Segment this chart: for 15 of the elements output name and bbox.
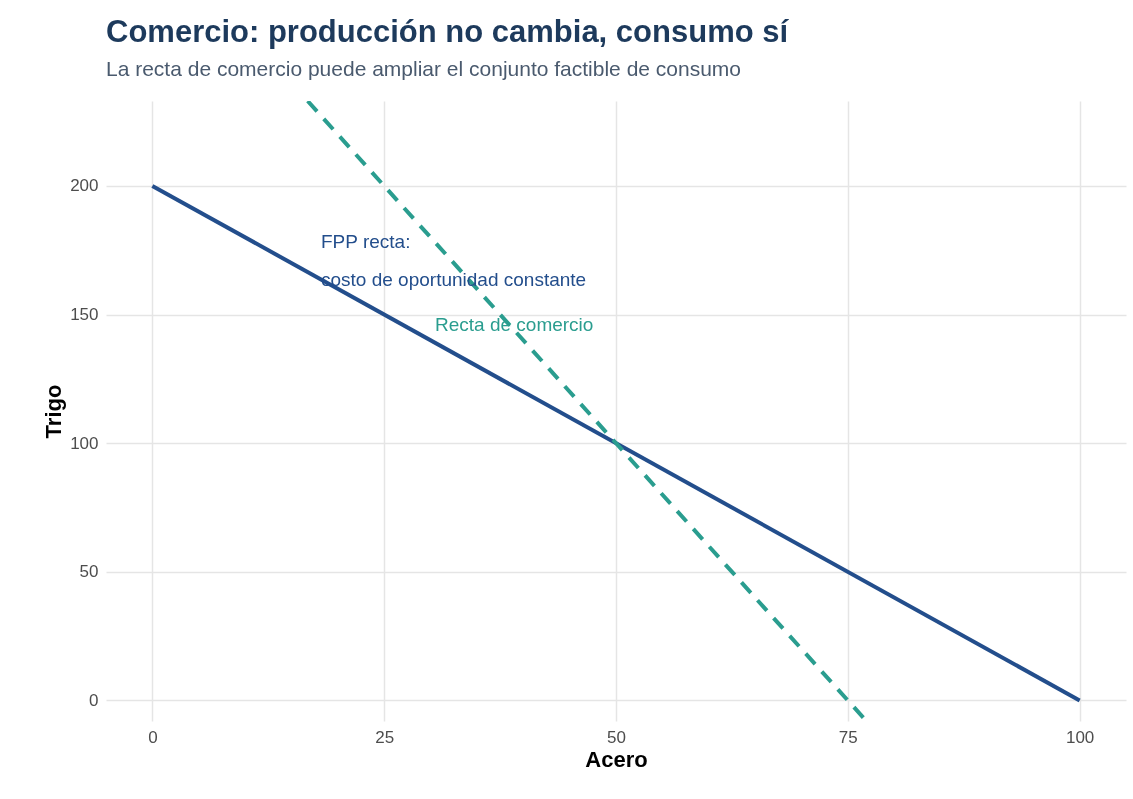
y-tick-label: 0 bbox=[89, 690, 99, 710]
y-axis-title: Trigo bbox=[41, 384, 67, 439]
y-tick-label: 150 bbox=[70, 305, 99, 325]
chart-title: Comercio: producción no cambia, consumo sí bbox=[106, 14, 790, 49]
y-tick-label: 50 bbox=[79, 562, 99, 582]
x-tick-label: 25 bbox=[375, 727, 395, 747]
y-tick-label: 100 bbox=[70, 433, 99, 453]
x-tick-label: 0 bbox=[148, 727, 158, 747]
annotation: FPP recta: bbox=[321, 231, 411, 252]
x-axis-title: Acero bbox=[585, 746, 648, 772]
x-tick-label: 100 bbox=[1065, 727, 1095, 747]
y-tick-label: 200 bbox=[70, 176, 99, 196]
chart-subtitle: La recta de comercio puede ampliar el conjunto factible de consumo bbox=[106, 57, 742, 80]
x-tick-label: 75 bbox=[838, 727, 858, 747]
x-tick-label: 50 bbox=[607, 727, 626, 747]
